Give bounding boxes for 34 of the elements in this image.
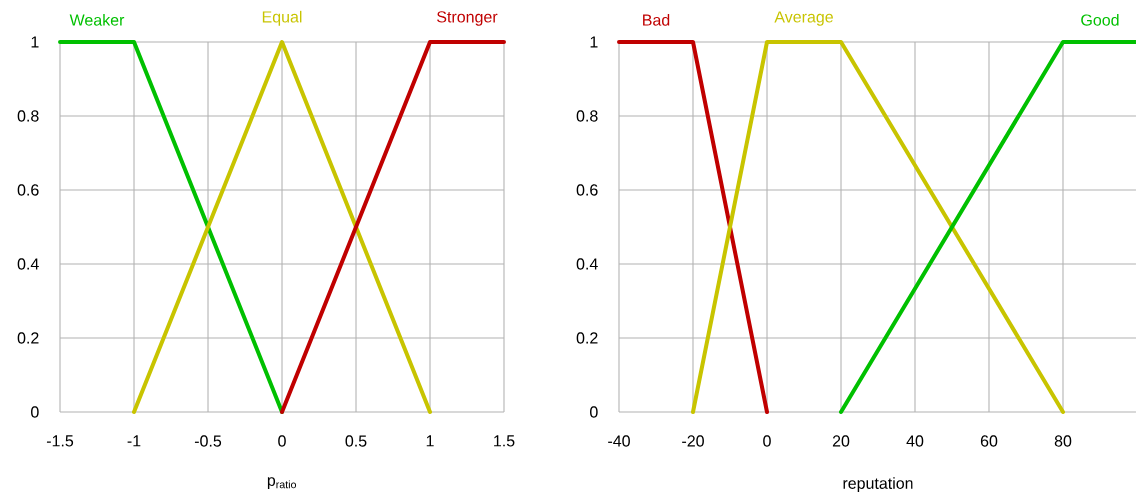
series-label: Equal — [262, 10, 302, 26]
y-tick-label: 0.2 — [576, 332, 598, 344]
x-tick-label: -1 — [127, 435, 141, 447]
y-tick-label: 0.4 — [576, 258, 598, 270]
series-label: Stronger — [437, 11, 498, 26]
x-tick-label: -40 — [608, 435, 630, 447]
x-tick-label: 1 — [426, 435, 434, 447]
series-label: Good — [1081, 13, 1119, 26]
y-tick-label: 0 — [31, 406, 39, 418]
x-tick-label: 0 — [763, 435, 771, 447]
series-label: Bad — [643, 13, 670, 26]
series-label: Weaker — [69, 13, 125, 26]
x-tick-label: -0.5 — [194, 435, 222, 447]
x-tick-label: 0 — [278, 435, 286, 447]
series-label: Average — [774, 11, 833, 26]
x-tick-label: 80 — [1054, 435, 1072, 447]
y-tick-label: 0.8 — [17, 110, 39, 122]
x-axis-title: reputation — [843, 477, 913, 492]
y-tick-label: 0.6 — [576, 184, 598, 196]
x-tick-label: 60 — [980, 435, 998, 447]
y-tick-label: 0 — [590, 406, 598, 418]
x-tick-label: 20 — [832, 435, 850, 447]
y-tick-label: 0.8 — [576, 110, 598, 122]
y-tick-label: 0.2 — [17, 332, 39, 344]
y-tick-label: 0.6 — [17, 184, 39, 196]
x-tick-label: 0.5 — [345, 435, 367, 447]
x-tick-label: -20 — [682, 435, 704, 447]
x-tick-label: 40 — [906, 435, 924, 447]
x-tick-label: -1.5 — [46, 435, 74, 447]
y-tick-label: 1 — [590, 36, 598, 48]
x-tick-label: 1.5 — [494, 435, 515, 447]
y-tick-label: 1 — [31, 36, 39, 48]
y-tick-label: 0.4 — [17, 258, 39, 270]
x-axis-title: p$_{ratio}$ — [267, 477, 297, 490]
